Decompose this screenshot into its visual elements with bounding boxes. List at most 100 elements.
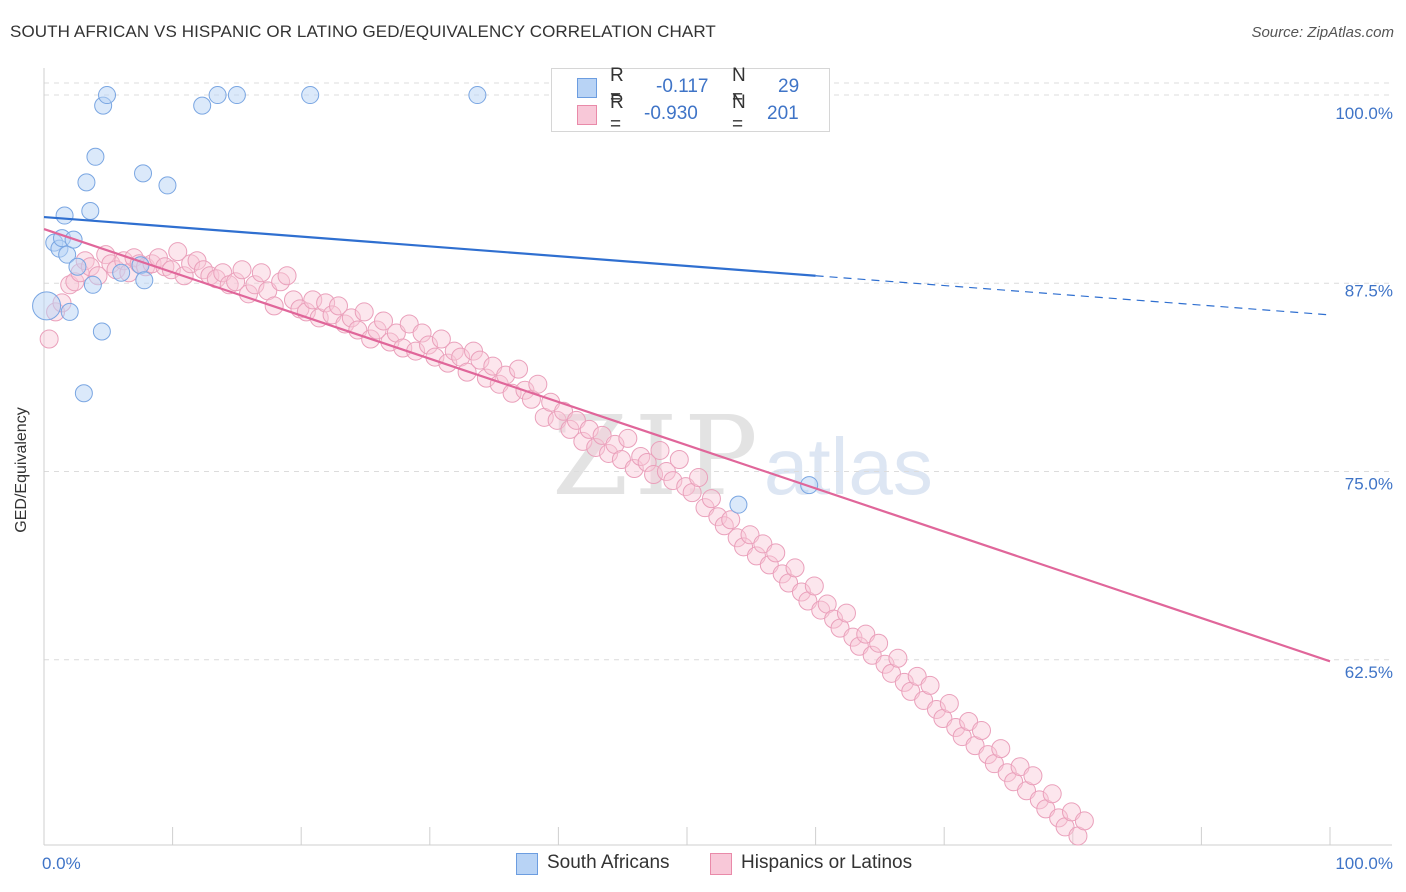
south-african-point	[729, 495, 748, 514]
south-african-point	[112, 263, 131, 282]
south-african-point	[158, 176, 177, 195]
south-african-point	[86, 147, 105, 166]
hispanic-point	[869, 633, 889, 653]
south-african-point	[32, 291, 62, 321]
south-african-point	[193, 96, 212, 115]
y-tick-label: 75.0%	[1345, 475, 1393, 494]
hispanic-point	[971, 721, 991, 741]
source-credit: Source: ZipAtlas.com	[1251, 24, 1394, 41]
south-african-point	[135, 271, 154, 290]
hispanic-point	[554, 401, 574, 421]
hispanic-point	[907, 666, 927, 686]
x-tick-label: 0.0%	[42, 854, 81, 873]
hispanic-point	[412, 323, 432, 343]
hispanic-point	[1023, 766, 1043, 786]
hispanic-point	[226, 272, 246, 292]
south-african-point	[81, 202, 100, 221]
hispanic-point	[1062, 802, 1082, 822]
y-tick-label: 100.0%	[1335, 104, 1393, 123]
chart-title: SOUTH AFRICAN VS HISPANIC OR LATINO GED/…	[10, 22, 716, 41]
hispanic-point	[245, 275, 265, 295]
watermark-sub: atlas	[763, 422, 933, 511]
hispanic-point	[766, 543, 786, 563]
hispanic-point	[528, 374, 548, 394]
south-african-point	[74, 384, 93, 403]
south-african-point	[68, 257, 87, 276]
south-african-point	[83, 275, 102, 294]
hispanic-point	[888, 648, 908, 668]
south-african-point	[301, 86, 320, 105]
hispanic-point	[611, 449, 631, 469]
south-african-point	[60, 302, 79, 321]
hispanic-point	[746, 546, 766, 566]
legend-n-value: 29	[778, 76, 800, 97]
hispanic-point	[399, 314, 419, 334]
hispanic-point	[920, 675, 940, 695]
hispanic-point	[566, 410, 586, 430]
hispanic-point	[573, 431, 593, 451]
hispanic-point	[316, 293, 336, 313]
legend-swatch-south-africans	[577, 78, 597, 98]
south-african-point	[227, 86, 246, 105]
hispanic-point	[39, 329, 59, 349]
hispanic-point	[759, 555, 779, 575]
hispanic-point	[1010, 757, 1030, 777]
hispanic-point	[804, 576, 824, 596]
hispanic-point	[509, 359, 529, 379]
hispanic-point	[470, 350, 490, 370]
hispanic-point	[740, 525, 760, 545]
y-tick-label: 87.5%	[1345, 281, 1393, 300]
zipatlas-watermark: ZIPatlas	[552, 392, 933, 520]
legend-r-label: R =	[610, 92, 624, 135]
legend-swatch-hispanics	[577, 105, 597, 125]
hispanic-point	[592, 425, 612, 445]
hispanic-point	[650, 440, 670, 460]
hispanic-point	[753, 534, 773, 554]
hispanic-point	[419, 335, 439, 355]
south-african-point	[77, 173, 96, 192]
hispanic-point	[624, 459, 644, 479]
hispanic-point	[689, 468, 709, 488]
hispanic-point	[637, 453, 657, 472]
legend-n-label: N =	[732, 65, 746, 108]
hispanic-point	[721, 510, 741, 530]
hispanic-point	[579, 419, 599, 439]
south-african-point	[208, 86, 227, 105]
hispanic-point	[939, 693, 959, 713]
watermark-main: ZIP	[552, 392, 764, 520]
hispanic-point	[232, 260, 252, 280]
south-african-point	[98, 86, 117, 105]
hispanic-point	[856, 624, 876, 644]
south-african-trend-line	[43, 215, 816, 277]
hispanic-point	[60, 275, 80, 295]
hispanic-point	[251, 263, 271, 283]
legend-n-value: 201	[767, 103, 799, 124]
south-african-point	[92, 322, 111, 341]
hispanic-point	[328, 296, 348, 316]
legend-r-value: -0.930	[644, 103, 698, 124]
bottom-legend-label: South Africans	[547, 852, 670, 873]
legend-r-label: R =	[610, 65, 624, 108]
hispanic-point	[862, 645, 882, 665]
hispanic-point	[354, 302, 374, 322]
hispanic-point	[663, 471, 683, 491]
hispanic-point	[168, 242, 188, 262]
south-african-trend-extension	[815, 275, 1331, 316]
y-tick-label: 62.5%	[1345, 663, 1393, 682]
hispanic-point	[277, 266, 297, 286]
hispanic-point	[374, 311, 394, 331]
hispanic-point	[991, 739, 1011, 759]
hispanic-point	[438, 353, 458, 373]
south-african-point	[468, 86, 487, 105]
hispanic-point	[1042, 784, 1062, 804]
south-african-point	[58, 245, 77, 264]
hispanic-point	[618, 428, 638, 448]
hispanic-point	[348, 320, 368, 340]
bottom-legend-label: Hispanics or Latinos	[741, 852, 913, 873]
hispanic-point	[586, 437, 606, 457]
stats-legend: R = -0.117 N = 29 R = -0.930 N = 201	[551, 65, 830, 135]
hispanic-point	[644, 465, 664, 485]
hispanic-point	[701, 489, 721, 509]
legend-r-value: -0.117	[656, 76, 709, 97]
